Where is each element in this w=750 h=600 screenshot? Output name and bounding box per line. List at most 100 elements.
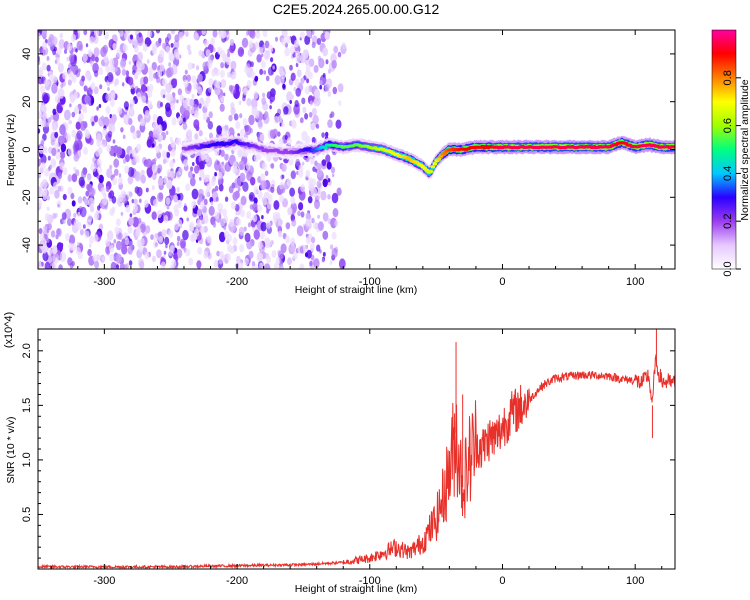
spectrogram-noise-speck xyxy=(43,146,48,154)
spectrogram-noise-wash xyxy=(306,30,312,38)
spectrogram-noise-wash xyxy=(204,154,210,163)
spectrogram-noise-wash xyxy=(162,78,167,87)
spectrogram-noise-speck xyxy=(304,56,310,66)
spectrogram-noise-wash xyxy=(47,247,53,256)
spectrogram-noise-speck xyxy=(157,164,163,173)
spectrogram-noise-speck xyxy=(335,119,342,129)
spectrogram-noise-wash xyxy=(240,128,245,137)
spectrogram-noise-wash xyxy=(193,132,199,141)
spectrogram-noise-wash xyxy=(148,83,154,92)
spectrogram-noise-wash xyxy=(67,43,72,52)
spectrogram-noise-speck xyxy=(289,187,295,197)
spectrogram-noise-speck xyxy=(224,196,229,202)
spectrogram-noise-speck xyxy=(311,217,315,224)
spectrogram-noise-wash xyxy=(171,117,177,126)
spectrogram-noise-wash xyxy=(177,116,183,125)
spectrogram-noise-wash xyxy=(135,226,141,235)
spectrogram-noise-speck xyxy=(263,263,271,269)
spectrogram-noise-speck xyxy=(287,207,293,216)
spectrogram-noise-speck xyxy=(43,92,51,103)
spectrogram-noise-speck xyxy=(149,136,154,144)
spectrogram-noise-wash xyxy=(62,167,68,176)
spectrogram-noise-speck xyxy=(50,139,55,146)
spectrogram-noise-wash xyxy=(170,148,176,157)
spectrogram-noise-wash xyxy=(109,64,115,73)
spectrogram-noise-wash xyxy=(285,235,290,244)
spectrogram-noise-speck xyxy=(306,78,310,84)
spectrogram-noise-speck xyxy=(286,91,293,102)
spectrogram-noise-wash xyxy=(232,237,238,246)
spectrogram-noise-speck xyxy=(259,68,264,75)
spectrogram-noise-speck xyxy=(151,143,155,148)
spectrogram-noise-wash xyxy=(254,110,260,119)
snr-y-tick-label: 2.0 xyxy=(21,343,33,358)
spectrogram-noise-wash xyxy=(236,217,242,226)
spectrogram-noise-speck xyxy=(113,152,117,157)
spectrogram-noise-speck xyxy=(243,226,247,232)
spectrogram-noise-speck xyxy=(140,223,146,233)
spectrogram-noise-wash xyxy=(188,257,194,266)
spectrogram-noise-wash xyxy=(207,60,213,69)
spectrogram-noise-speck xyxy=(331,173,335,178)
spectrogram-noise-speck xyxy=(244,124,252,136)
spectrogram-noise-speck xyxy=(137,217,142,224)
spectrogram-noise-wash xyxy=(189,223,195,232)
spectrogram-noise-speck xyxy=(326,161,332,170)
spectrogram-noise-wash xyxy=(168,229,174,238)
spectrogram-signal-mark xyxy=(671,145,675,149)
spectrogram-noise-wash xyxy=(290,196,296,205)
spectrogram-noise-speck xyxy=(234,190,240,199)
spectrogram-noise-speck xyxy=(316,162,322,171)
spectrogram-noise-wash xyxy=(109,99,115,108)
snr-x-tick-label: -200 xyxy=(226,575,248,587)
spectrogram-noise-speck xyxy=(128,260,133,266)
spectrogram-noise-speck xyxy=(320,190,327,201)
spectrogram-noise-speck xyxy=(230,107,236,116)
spectrogram-noise-speck xyxy=(52,253,60,264)
spectrogram-noise-wash xyxy=(226,233,232,242)
spectrogram-noise-wash xyxy=(42,245,48,254)
spectrogram-noise-speck xyxy=(321,132,325,138)
figure-title: C2E5.2024.265.00.00.G12 xyxy=(273,1,440,17)
spectrogram-noise-wash xyxy=(159,63,165,72)
spectrogram-noise-speck xyxy=(111,113,117,123)
spectrogram-noise-wash xyxy=(136,67,142,76)
spectrogram-noise-wash xyxy=(203,213,208,221)
spectrogram-noise-wash xyxy=(148,67,153,75)
spectrogram-noise-wash xyxy=(40,162,46,171)
spectrogram-noise-speck xyxy=(237,187,241,192)
spectrogram-noise-wash xyxy=(86,219,92,228)
spectrogram-noise-speck xyxy=(90,162,97,173)
spectrogram-noise-speck xyxy=(251,98,258,109)
spectrogram-noise-wash xyxy=(170,140,176,148)
spectrogram-noise-wash xyxy=(90,82,96,91)
spectrogram-noise-wash xyxy=(148,73,154,82)
spectrogram-noise-speck xyxy=(291,218,297,227)
spectrogram-noise-speck xyxy=(212,222,217,228)
spectrogram-x-tick-label: -200 xyxy=(226,276,248,288)
spectrogram-noise-speck xyxy=(151,185,155,191)
spectrogram-noise-speck xyxy=(333,45,339,54)
spectrogram-noise-speck xyxy=(110,261,117,269)
spectrogram-noise-speck xyxy=(131,199,135,204)
spectrogram-noise-speck xyxy=(311,107,317,116)
spectrogram-noise-wash xyxy=(307,71,313,80)
spectrogram-noise-speck xyxy=(173,252,178,260)
spectrogram-noise-speck xyxy=(325,78,333,89)
spectrogram-noise-wash xyxy=(203,251,209,259)
spectrogram-noise-speck xyxy=(58,264,63,269)
spectrogram-noise-speck xyxy=(67,174,73,182)
spectrogram-noise-wash xyxy=(77,251,83,260)
spectrogram-noise-wash xyxy=(173,48,179,57)
spectrogram-noise-speck xyxy=(77,196,83,204)
spectrogram-noise-speck xyxy=(46,195,50,201)
snr-panel: -300 -200 -100 0 100 0.5 1.0 1.5 2.0 Height of … xyxy=(3,312,676,595)
spectrogram-noise-speck xyxy=(89,243,92,248)
spectrogram-noise-speck xyxy=(248,114,255,126)
spectrogram-noise-wash xyxy=(173,204,179,213)
spectrogram-noise-speck xyxy=(146,166,153,178)
spectrogram-noise-speck xyxy=(185,31,189,37)
spectrogram-noise-speck xyxy=(163,254,166,259)
spectrogram-noise-speck xyxy=(315,123,320,129)
spectrogram-noise-speck xyxy=(47,155,51,161)
